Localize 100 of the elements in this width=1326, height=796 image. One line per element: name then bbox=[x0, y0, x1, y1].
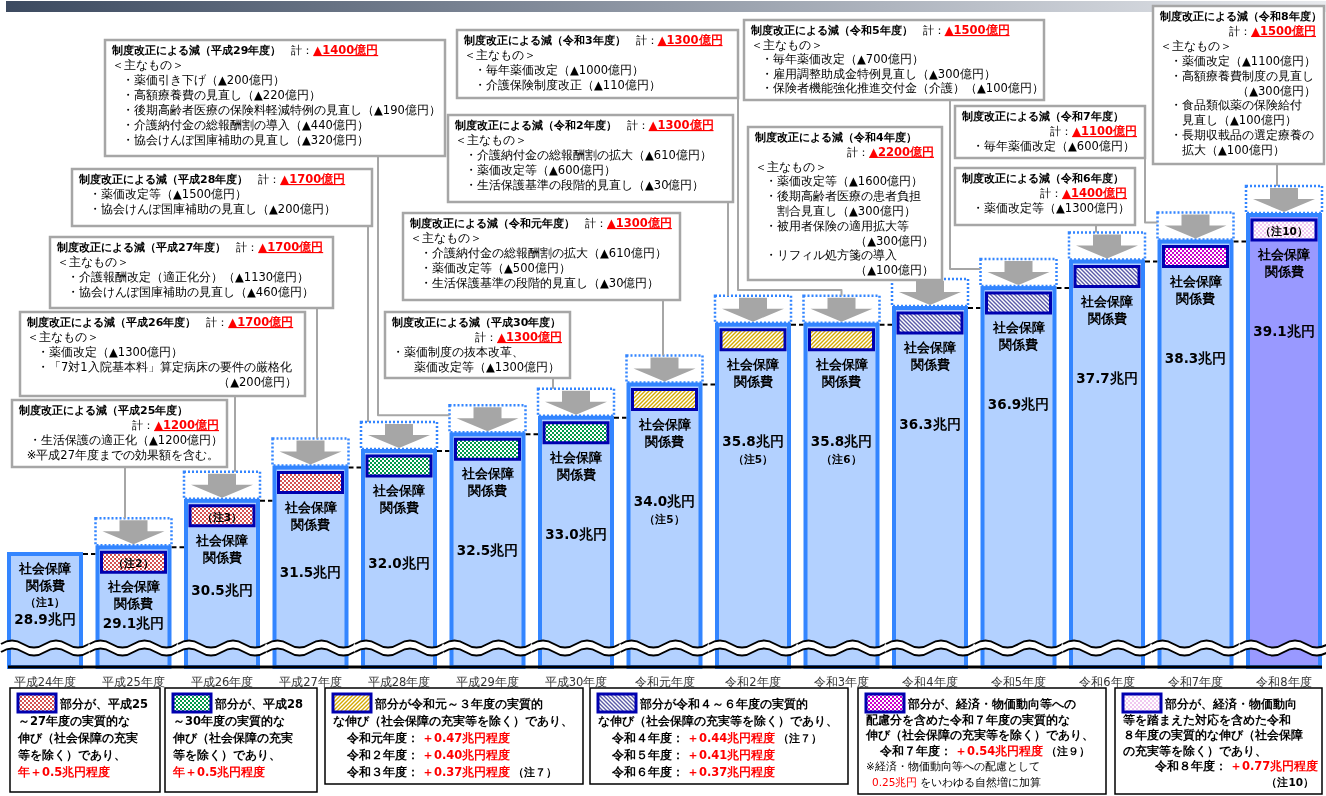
text: 令和７年度： bbox=[879, 743, 952, 758]
data-label: 35.8兆円 bbox=[810, 432, 873, 449]
text: 計： bbox=[1229, 24, 1252, 38]
annotation: ▲1200億円 bbox=[154, 418, 219, 432]
annotation: ・薬価改定等（▲500億円） bbox=[420, 261, 571, 275]
text: ▲1300億円 bbox=[648, 118, 714, 132]
text: ８年度の実質的な伸び（社会保障 bbox=[1123, 728, 1303, 742]
x-tick-label: 平成29年度 bbox=[456, 675, 519, 689]
annotation: ・薬価改定等（▲1300億円） bbox=[972, 201, 1131, 215]
text: の充実等を除く）であり、 bbox=[1123, 743, 1267, 758]
annotation: 計： bbox=[206, 316, 229, 329]
text: 部分が、経済・物価動向 bbox=[1164, 697, 1297, 711]
annotation: ・薬価制度の抜本改革、 bbox=[392, 345, 524, 359]
text: 社会保障関係費 bbox=[461, 466, 514, 499]
x-tick-label: 平成26年度 bbox=[190, 675, 254, 689]
series-label: 社会保障関係費 bbox=[18, 561, 71, 593]
text: 社会保障関係費 bbox=[1081, 293, 1133, 326]
text: ・食品類似薬の保険給付 bbox=[1170, 98, 1302, 113]
annotation: 計： bbox=[585, 217, 607, 230]
text: ・毎年薬価改定（▲700億円） bbox=[761, 52, 924, 66]
text: ・雇用調整助成金特例見直し（▲300億円） bbox=[761, 66, 996, 81]
annotation: 計： bbox=[236, 241, 259, 254]
text: ＋0.41兆円程度 bbox=[687, 748, 776, 762]
x-tick-label: 令和2年度 bbox=[725, 675, 781, 689]
text: ＋0.40兆円程度 bbox=[422, 748, 511, 762]
text: ・協会けんぽ国庫補助の見直し（▲320億円） bbox=[122, 133, 369, 147]
text: ・生活保護基準の段階的見直し（▲30億円） bbox=[465, 178, 705, 192]
text: 等を除く）であり、 bbox=[17, 748, 126, 762]
text: 計： bbox=[291, 44, 314, 57]
data-label: 38.3兆円 bbox=[1164, 349, 1227, 366]
text: 配慮分を含めた令和７年度の実質的な bbox=[866, 712, 1070, 727]
text: をいわゆる自然増に加算 bbox=[920, 775, 1042, 788]
text: 社会保障関係費 bbox=[904, 340, 956, 373]
data-label: 28.9兆円 bbox=[14, 611, 76, 627]
text: 伸び（社会保障の充実 bbox=[17, 731, 138, 745]
annotation: ・協会けんぽ国庫補助の見直し（▲460億円） bbox=[67, 285, 314, 299]
text: 制度改正による減（令和4年度） bbox=[754, 131, 917, 144]
annotation: 制度改正による減（平成30年度） bbox=[391, 316, 562, 329]
annotation: （注5） bbox=[644, 512, 685, 526]
x-tick-label: 令和7年度 bbox=[1167, 675, 1224, 689]
text: 制度改正による減（平成28年度） bbox=[78, 173, 249, 186]
text: ・薬価改定等（▲600億円） bbox=[465, 163, 616, 177]
text: 等を除く）であり、 bbox=[172, 748, 281, 762]
text: 令和６年度： bbox=[611, 765, 684, 779]
text: ＜主なもの＞ bbox=[755, 159, 827, 174]
text: ▲1400億円 bbox=[313, 43, 379, 57]
text: ～30年度の実質的な bbox=[173, 714, 286, 728]
data-label: 36.3兆円 bbox=[899, 416, 961, 433]
text: ＜主なもの＞ bbox=[1160, 38, 1232, 53]
text: 年＋0.5兆円程度 bbox=[172, 765, 266, 779]
annotation: ・介護報酬改定（適正化分）（▲1130億円） bbox=[67, 270, 310, 284]
text: ＋0.44兆円程度 bbox=[687, 731, 776, 745]
text: ▲1300億円 bbox=[657, 33, 723, 47]
data-label: 31.5兆円 bbox=[279, 563, 342, 580]
text: ＋0.47兆円程度 bbox=[422, 731, 511, 745]
text: ・後期高齢者医療の患者負担 bbox=[765, 189, 921, 204]
text: 計： bbox=[922, 24, 945, 37]
data-label: 32.0兆円 bbox=[368, 554, 430, 571]
annotation: 計： bbox=[132, 419, 155, 432]
text: な伸び（社会保障の充実等を除く）であり、 bbox=[598, 714, 838, 728]
annotation: （注6） bbox=[821, 452, 862, 466]
text: 社会保障関係費 bbox=[284, 499, 337, 532]
text: 社会保障関係費 bbox=[107, 579, 160, 612]
text: 社会保障関係費 bbox=[638, 416, 691, 449]
annotation: 割合見直し（▲300億円） bbox=[777, 204, 916, 218]
annotation: ＜主なもの＞ bbox=[27, 330, 99, 344]
data-label: 37.7兆円 bbox=[1076, 369, 1138, 386]
text: ・高額療養費の見直し（▲220億円） bbox=[122, 88, 321, 102]
x-tick-label: 平成28年度 bbox=[367, 675, 431, 689]
text: （注７） bbox=[778, 732, 823, 745]
text: ・薬価改定等（▲1500億円） bbox=[89, 187, 248, 201]
text: 見直し（▲100億円） bbox=[1182, 113, 1297, 128]
annotation: ・被用者保険の適用拡大等 bbox=[765, 218, 909, 233]
annotation: （▲300億円） bbox=[855, 233, 934, 248]
text: 制度改正による減（令和2年度） bbox=[454, 119, 617, 132]
text: ※経済・物価動向等への配慮として bbox=[866, 760, 1040, 772]
text: 拡大（▲100億円） bbox=[1182, 143, 1285, 158]
text: ▲1100億円 bbox=[1072, 124, 1137, 138]
text: （注10） bbox=[1266, 775, 1314, 789]
data-label: 36.9兆円 bbox=[987, 396, 1050, 413]
annotation: ▲1300億円 bbox=[497, 330, 562, 344]
text: ＋0.54兆円程度 bbox=[955, 743, 1044, 758]
data-label: 29.1兆円 bbox=[102, 615, 165, 632]
annotation: （▲100億円） bbox=[855, 263, 934, 278]
text: 部分が、経済・物価動向等への bbox=[907, 697, 1076, 711]
annotation: ・生活保護基準の段階的見直し（▲30億円） bbox=[420, 276, 660, 290]
text: 制度改正による減（令和8年度） bbox=[1159, 10, 1322, 23]
data-label: 34.0兆円 bbox=[633, 492, 696, 509]
text: 社会保障関係費 bbox=[550, 449, 602, 482]
text: ▲1700億円 bbox=[280, 172, 346, 186]
text: 制度改正による減（令和7年度） bbox=[961, 110, 1124, 123]
x-tick-label: 令和8年度 bbox=[1256, 675, 1312, 689]
text: 社会保障関係費 bbox=[196, 532, 248, 565]
text: 令和８年度： bbox=[1154, 759, 1227, 773]
annotation: 薬価改定等（▲1300億円） bbox=[414, 360, 561, 374]
text: 計： bbox=[258, 173, 281, 186]
data-label: 32.5兆円 bbox=[456, 542, 519, 559]
data-label: 39.1兆円 bbox=[1253, 323, 1315, 339]
annotation: （▲200億円） bbox=[218, 375, 297, 389]
data-label: 30.5兆円 bbox=[191, 582, 253, 599]
